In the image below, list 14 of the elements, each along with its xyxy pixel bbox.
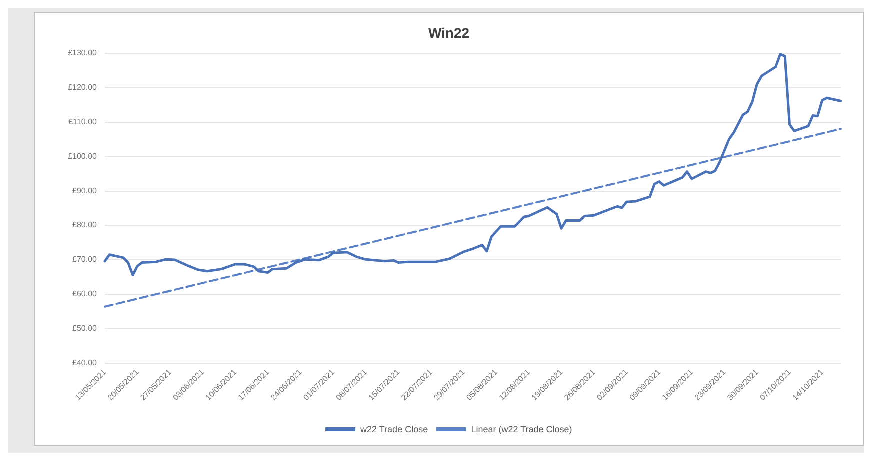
y-tick-label: £90.00 <box>72 186 98 196</box>
y-tick-label: £80.00 <box>72 220 98 230</box>
legend-label: w22 Trade Close <box>360 424 428 434</box>
y-tick-label: £100.00 <box>68 152 98 161</box>
line-series <box>104 53 842 276</box>
legend-label: Linear (w22 Trade Close) <box>471 424 572 434</box>
y-tick-label: £50.00 <box>72 324 98 334</box>
y-tick-label: £40.00 <box>72 358 98 368</box>
y-tick-label: £70.00 <box>72 255 98 264</box>
y-tick-label: £110.00 <box>68 117 98 126</box>
chart-title: Win22 <box>428 25 470 41</box>
y-tick-label: £120.00 <box>68 82 98 92</box>
y-tick-label: £60.00 <box>72 290 98 299</box>
y-tick-label: £130.00 <box>68 48 98 58</box>
